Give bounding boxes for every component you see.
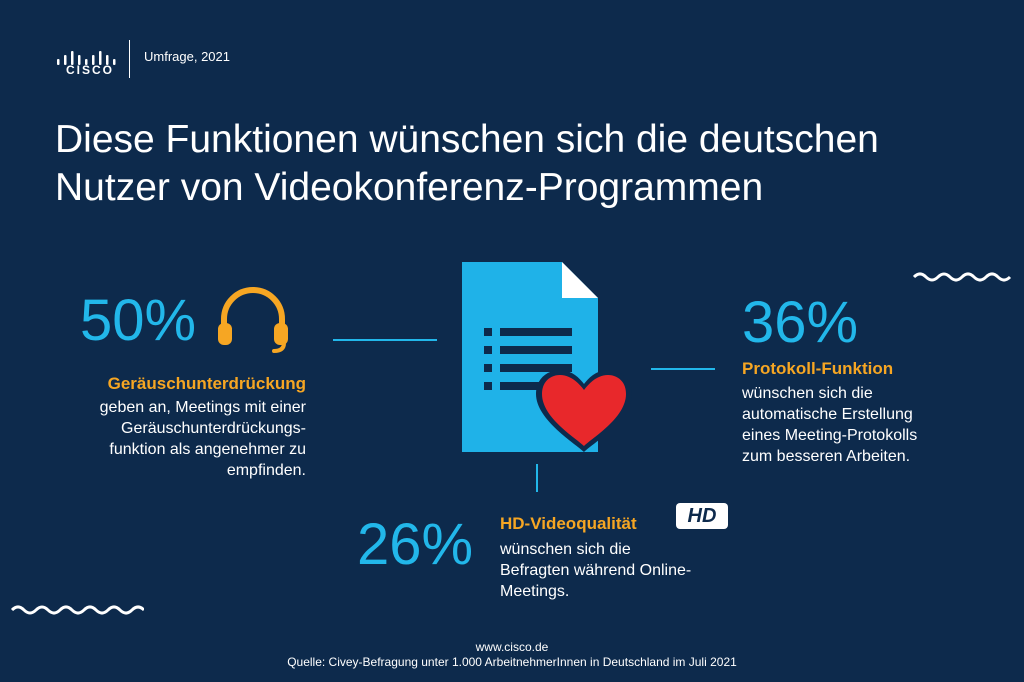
wave-decoration-top-icon (912, 272, 1012, 282)
stat-hd-description-line: Meetings. (500, 583, 570, 600)
stat-noise-description-line: Geräuschunterdrückungs- (121, 420, 306, 437)
stat-noise-description-line: funktion als angenehmer zu (109, 441, 306, 458)
stat-hd-description: wünschen sich die Befragten während Onli… (500, 539, 770, 602)
stat-hd-description-line: Befragten während Online- (500, 562, 692, 579)
stat-noise-percent: 50% (80, 288, 197, 353)
stat-hd-description-line: wünschen sich die (500, 541, 631, 558)
stat-protocol-label: Protokoll-Funktion (742, 359, 894, 378)
connector-line-right (651, 368, 715, 370)
footer-url: www.cisco.de (475, 640, 549, 654)
title-line-2: Nutzer von Videokonferenz-Programmen (55, 166, 764, 209)
stat-noise-label: Geräuschunterdrückung (107, 374, 306, 393)
stat-hd-label: HD-Videoqualität (500, 514, 637, 533)
wave-decoration-bottom-icon (10, 605, 144, 615)
stat-hd-percent: 26% (357, 512, 474, 577)
survey-label: Umfrage, 2021 (144, 49, 230, 64)
header-divider (129, 40, 130, 78)
hd-badge-icon: HD (676, 503, 728, 529)
stat-noise-description: geben an, Meetings mit einer Geräuschunt… (52, 397, 306, 481)
cisco-logo-bars-icon (57, 51, 116, 65)
stat-noise-description-line: geben an, Meetings mit einer (99, 399, 306, 416)
footer-source: Quelle: Civey-Befragung unter 1.000 Arbe… (287, 655, 737, 669)
cisco-logo-wordmark: CISCO (65, 63, 114, 77)
stat-protocol-percent: 36% (742, 290, 859, 355)
connector-line-left (333, 339, 437, 341)
stat-protocol-description-line: wünschen sich die (742, 385, 873, 402)
stat-protocol-description-line: automatische Erstellung (742, 406, 913, 423)
page-title: Diese Funktionen wünschen sich die deuts… (55, 116, 985, 212)
connector-line-bottom (536, 464, 538, 492)
title-line-1: Diese Funktionen wünschen sich die deuts… (55, 118, 879, 161)
headphones-icon (218, 287, 288, 353)
stat-noise-description-line: empfinden. (226, 462, 306, 479)
stat-protocol-description-line: eines Meeting-Protokolls (742, 427, 918, 444)
stat-protocol-description-line: zum besseren Arbeiten. (742, 448, 911, 465)
document-heart-icon (462, 262, 632, 452)
stat-protocol-description: wünschen sich die automatische Erstellun… (742, 383, 992, 467)
